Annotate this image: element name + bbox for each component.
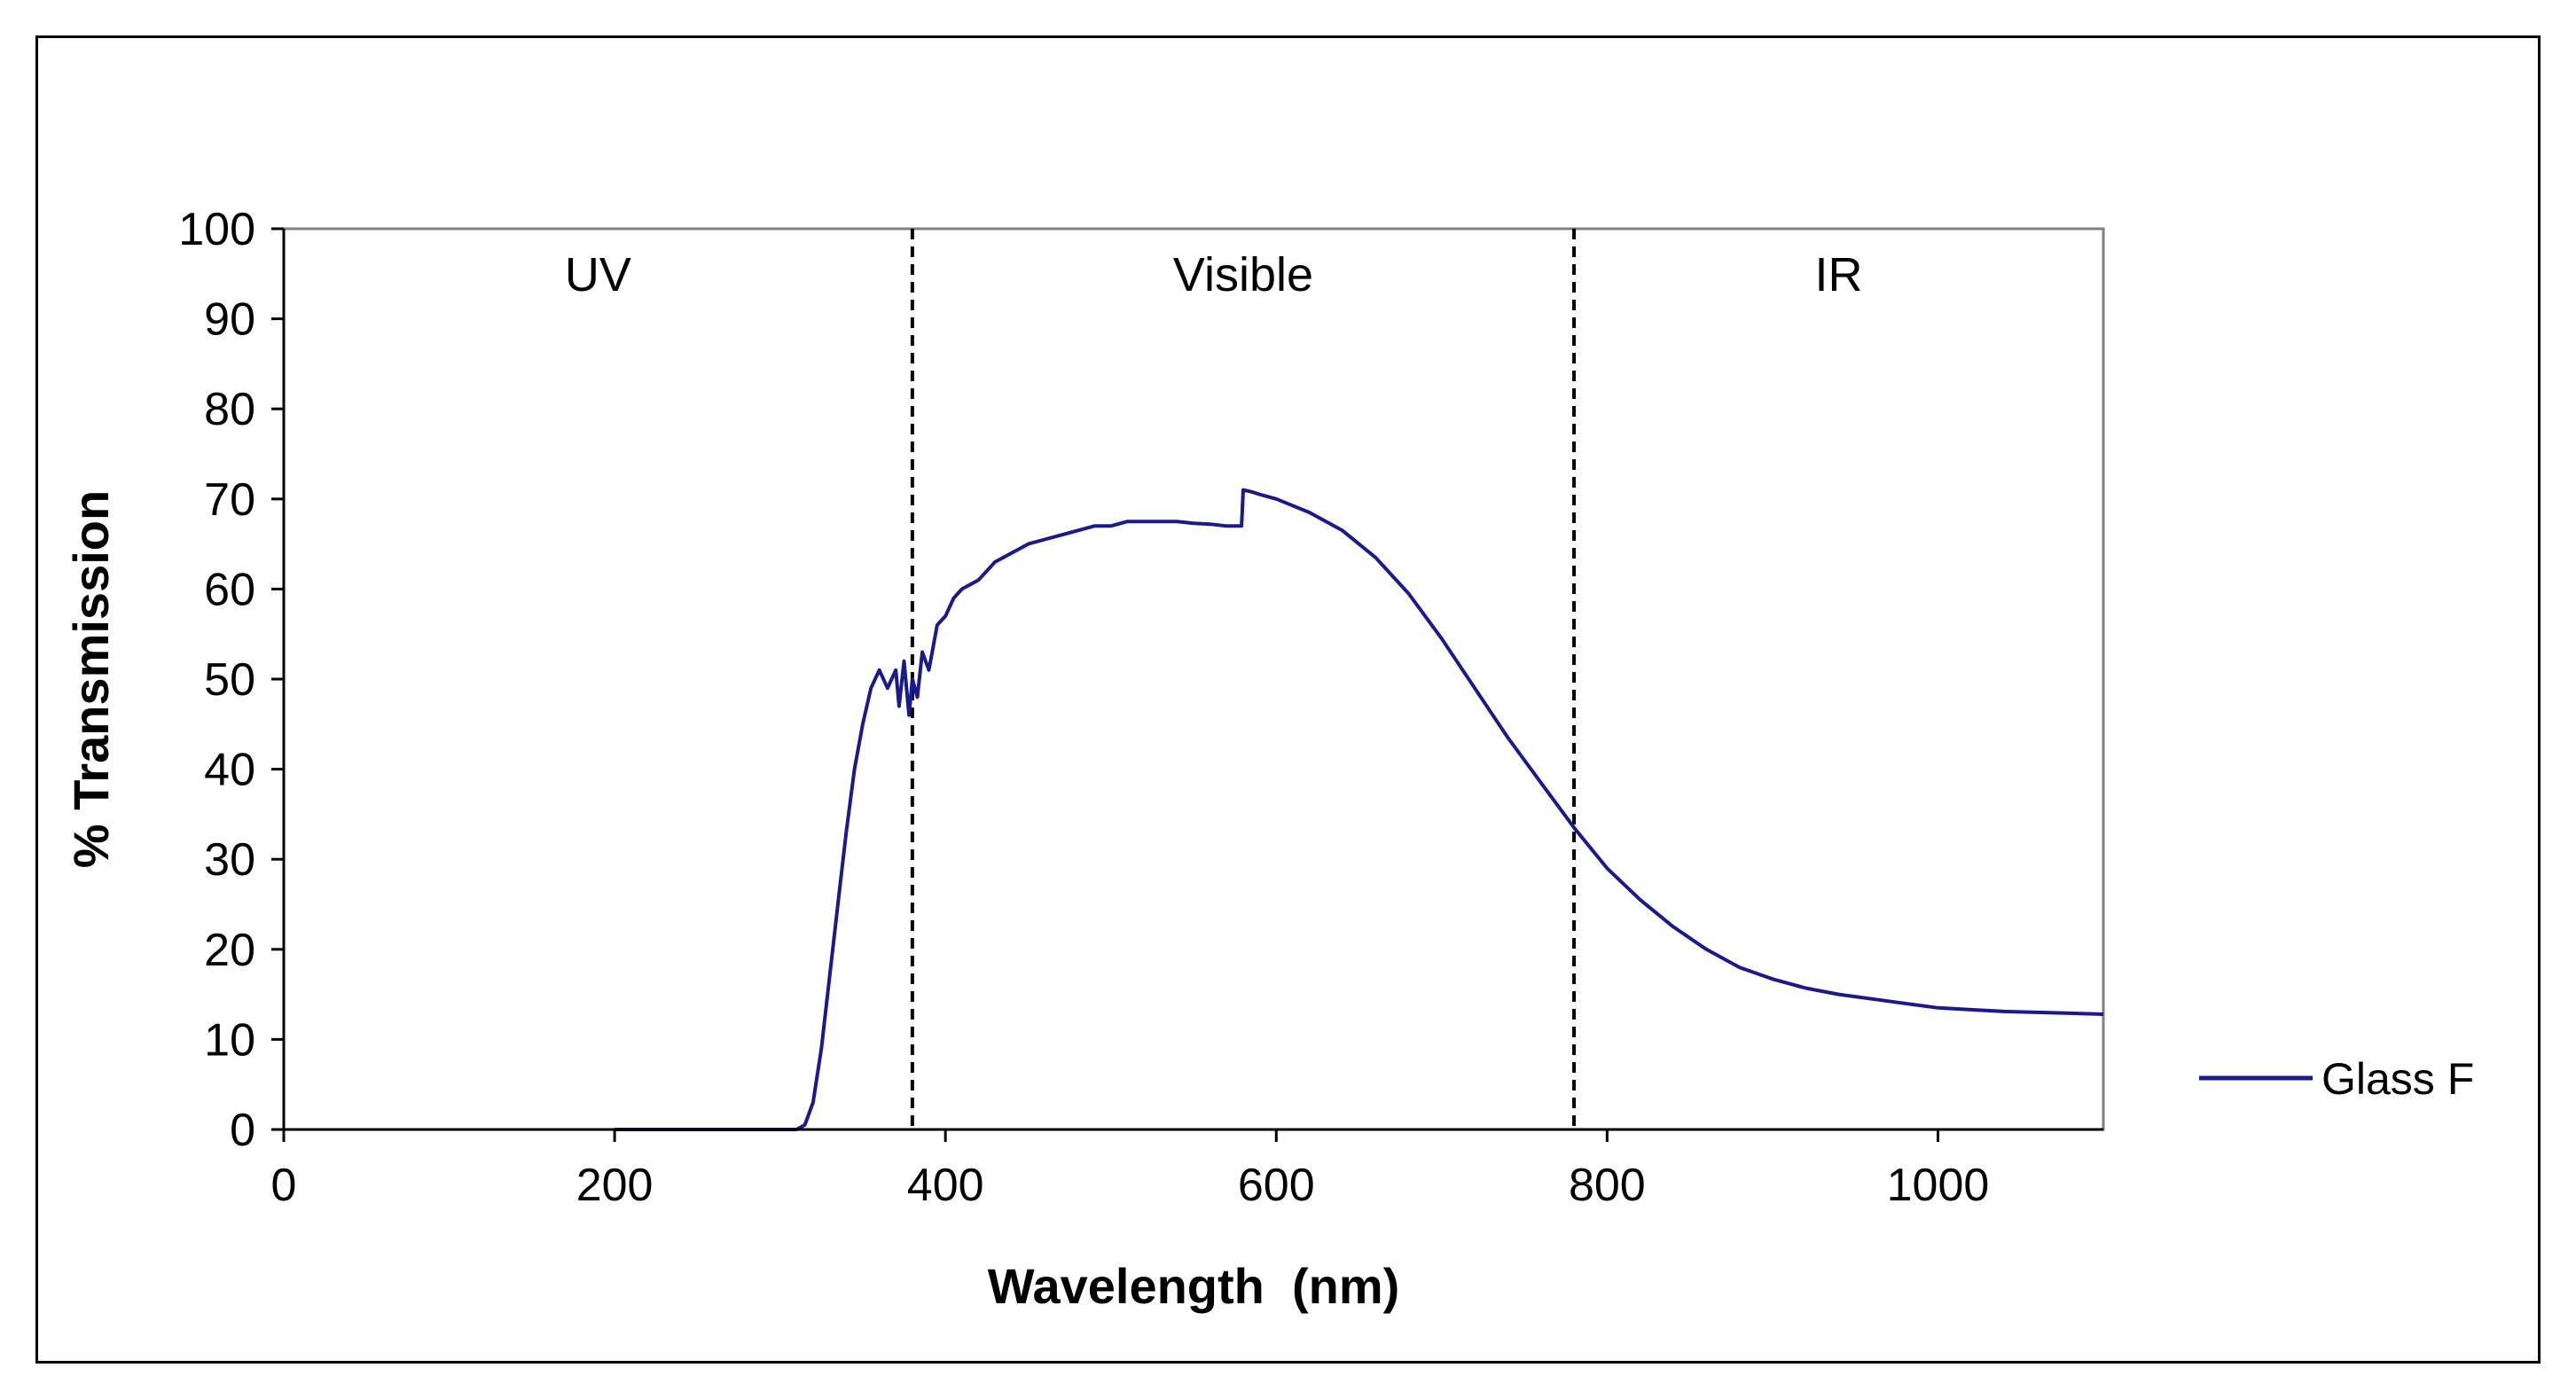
region-label-ir: IR (1815, 248, 1863, 301)
y-tick-label-30: 30 (204, 834, 255, 886)
region-label-visible: Visible (1173, 248, 1313, 301)
x-tick-label-0: 0 (271, 1160, 297, 1211)
y-tick-label-70: 70 (204, 474, 255, 526)
y-tick-label-0: 0 (230, 1105, 255, 1156)
y-tick-label-50: 50 (204, 654, 255, 706)
x-tick-label-400: 400 (907, 1160, 984, 1211)
series-line-glass-f (615, 488, 2104, 1131)
x-tick-label-800: 800 (1569, 1160, 1646, 1211)
y-tick-label-100: 100 (178, 204, 255, 255)
x-tick-label-1000: 1000 (1887, 1160, 1990, 1211)
plot-area (282, 227, 2105, 1131)
x-axis-title: Wavelength (nm) (988, 1258, 1400, 1314)
y-tick-label-10: 10 (204, 1014, 255, 1066)
y-axis-title: % Transmission (63, 490, 119, 868)
legend: Glass F (2199, 1054, 2474, 1104)
y-tick-label-60: 60 (204, 564, 255, 615)
y-tick-label-80: 80 (204, 384, 255, 435)
region-label-uv: UV (565, 248, 631, 301)
x-tick-label-200: 200 (576, 1160, 654, 1211)
y-tick-label-20: 20 (204, 925, 255, 976)
x-tick-label-600: 600 (1238, 1160, 1315, 1211)
legend-label-glass-f: Glass F (2322, 1054, 2474, 1104)
y-tick-label-40: 40 (204, 745, 255, 796)
y-tick-label-90: 90 (204, 294, 255, 346)
